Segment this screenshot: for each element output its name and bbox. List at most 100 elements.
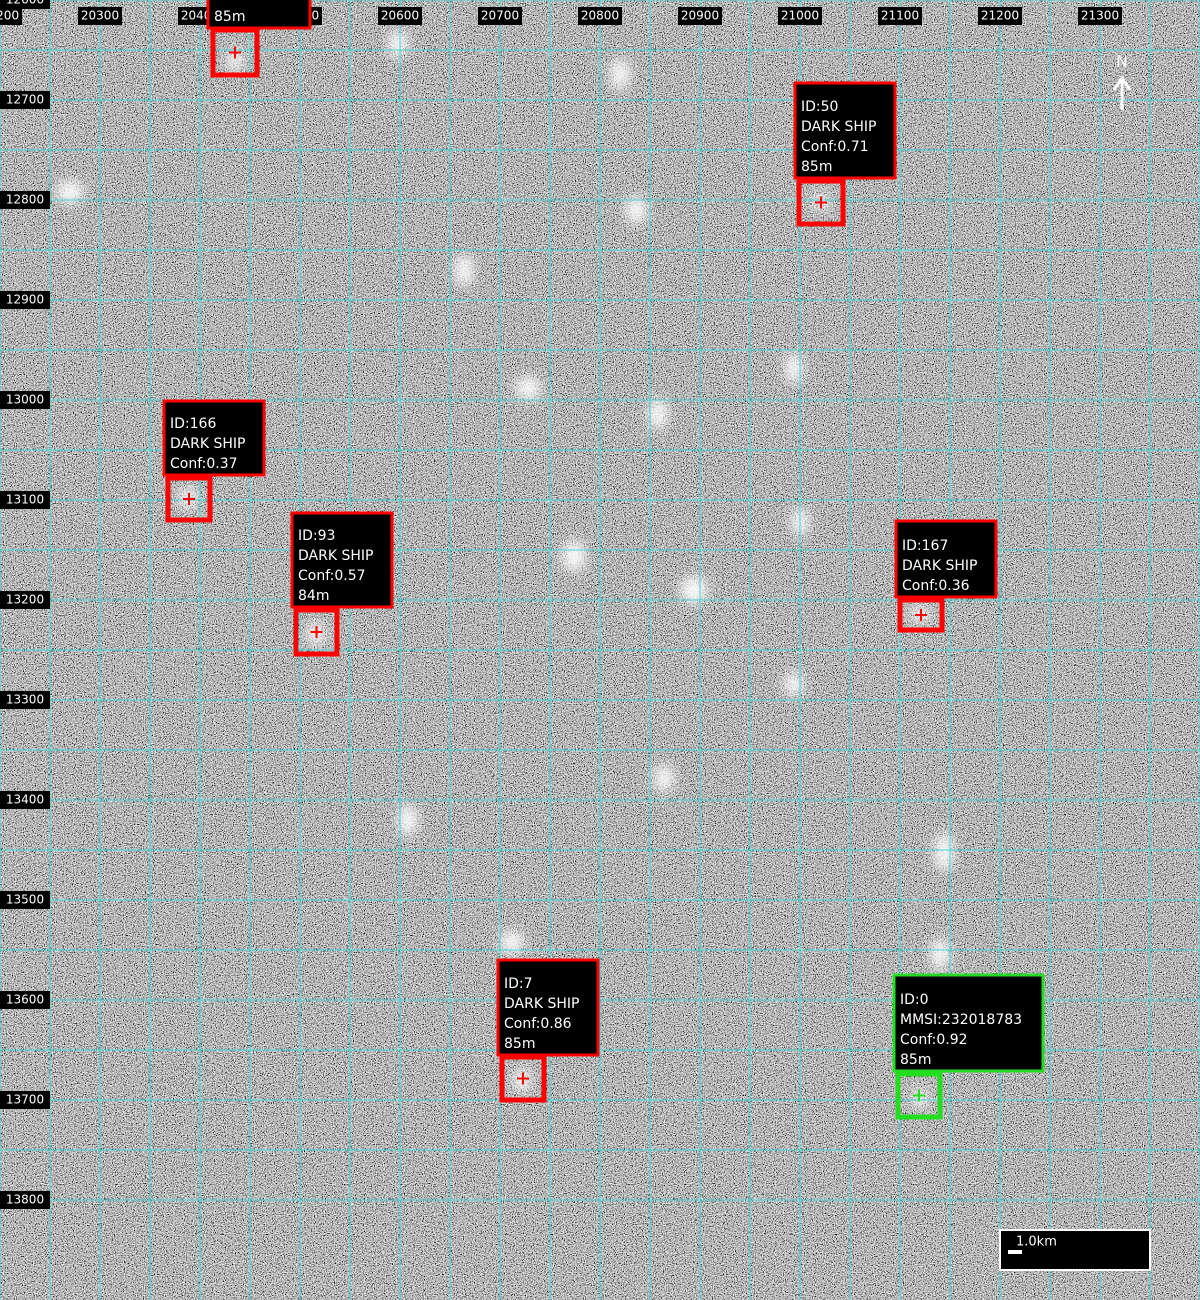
y-label-box bbox=[0, 0, 50, 9]
label-line: Conf:0.86 bbox=[504, 1016, 572, 1032]
label-box bbox=[290, 511, 394, 609]
x-label-box bbox=[678, 7, 722, 25]
x-label: 20300 bbox=[81, 9, 119, 23]
y-label: 13200 bbox=[6, 593, 44, 607]
y-label-box bbox=[0, 491, 50, 509]
y-label: 13700 bbox=[6, 1093, 44, 1107]
scale-label: 1.0km bbox=[1016, 1235, 1057, 1250]
y-label-box bbox=[0, 891, 50, 909]
y-label-box bbox=[0, 1091, 50, 1109]
y-label: 12700 bbox=[6, 93, 44, 107]
label-line: 85m bbox=[214, 9, 245, 25]
north-label: N bbox=[1116, 52, 1128, 71]
target-cross bbox=[517, 1072, 529, 1085]
label-line: 85m bbox=[900, 1052, 931, 1068]
label-line: ID:7 bbox=[504, 976, 533, 992]
label-line: ID:93 bbox=[298, 528, 335, 544]
target-box bbox=[499, 1054, 547, 1103]
label-box bbox=[496, 958, 600, 1057]
target-cross bbox=[183, 493, 195, 505]
x-label: 20600 bbox=[381, 9, 419, 23]
y-label-box bbox=[0, 1191, 50, 1209]
x-label-box bbox=[78, 7, 122, 25]
label-line: ID:167 bbox=[902, 538, 948, 554]
label-box bbox=[892, 973, 1045, 1073]
y-label-box bbox=[0, 91, 50, 109]
detection: ID:167 DARK SHIP Conf:0.36 bbox=[894, 519, 998, 633]
north-arrow: N bbox=[1112, 52, 1132, 110]
y-label: 13100 bbox=[6, 493, 44, 507]
y-label-box bbox=[0, 191, 50, 209]
y-label: 13800 bbox=[6, 1193, 44, 1207]
y-label: 13300 bbox=[6, 693, 44, 707]
y-label-box bbox=[0, 691, 50, 709]
target-box bbox=[895, 1071, 943, 1120]
detection: ID:50 DARK SHIP Conf:0.71 85m bbox=[793, 81, 897, 227]
scale-box bbox=[999, 1229, 1151, 1271]
x-label: 20200 bbox=[0, 9, 19, 23]
x-label-box bbox=[1078, 7, 1122, 25]
x-label: 20800 bbox=[581, 9, 619, 23]
label-box bbox=[162, 399, 266, 477]
target-box bbox=[165, 475, 213, 523]
label-line: DARK SHIP bbox=[170, 436, 245, 452]
label-line: ID:0 bbox=[900, 992, 929, 1008]
y-label: 12900 bbox=[6, 293, 44, 307]
y-label: 13500 bbox=[6, 893, 44, 907]
y-label: 13600 bbox=[6, 993, 44, 1007]
target-cross bbox=[310, 626, 323, 638]
x-label-box bbox=[578, 7, 622, 25]
label-line: Conf:0.57 bbox=[298, 568, 366, 584]
label-line: 84m bbox=[298, 588, 329, 604]
scale-line bbox=[1008, 1250, 1022, 1254]
x-label: 21200 bbox=[981, 9, 1019, 23]
label-line: Conf:0.92 bbox=[900, 1032, 968, 1048]
y-label-box bbox=[0, 791, 50, 809]
x-label-box bbox=[778, 7, 822, 25]
y-label-box bbox=[0, 991, 50, 1009]
y-label: 12800 bbox=[6, 193, 44, 207]
label-line: Conf:0.37 bbox=[170, 456, 238, 472]
label-line: 85m bbox=[504, 1036, 535, 1052]
x-label: 21100 bbox=[881, 9, 919, 23]
target-cross bbox=[229, 46, 241, 59]
label-line: Conf:0.36 bbox=[902, 578, 970, 594]
y-label-box bbox=[0, 291, 50, 309]
detection: ID:93 DARK SHIP Conf:0.57 84m bbox=[290, 511, 394, 657]
detection: ID:0 MMSI:232018783 Conf:0.92 85m bbox=[892, 973, 1045, 1120]
label-line: DARK SHIP bbox=[902, 558, 977, 574]
x-label-box bbox=[478, 7, 522, 25]
detection: ID:7 DARK SHIP Conf:0.86 85m bbox=[496, 958, 600, 1103]
label-line: MMSI:232018783 bbox=[900, 1012, 1022, 1028]
x-label-box bbox=[378, 7, 422, 25]
label-box bbox=[894, 519, 998, 599]
y-label-box bbox=[0, 591, 50, 609]
detection: ID:166 DARK SHIP Conf:0.37 bbox=[162, 399, 266, 523]
label-line: DARK SHIP bbox=[504, 996, 579, 1012]
label-line: ID:50 bbox=[801, 99, 838, 115]
x-label: 21000 bbox=[781, 9, 819, 23]
target-cross bbox=[915, 609, 927, 621]
y-label-box bbox=[0, 391, 50, 409]
bright-targets bbox=[56, 30, 954, 1108]
x-label-box bbox=[0, 7, 22, 25]
x-label: 20900 bbox=[681, 9, 719, 23]
label-box bbox=[793, 81, 897, 180]
target-box bbox=[796, 178, 846, 227]
target-box bbox=[210, 27, 260, 78]
target-box bbox=[293, 607, 340, 657]
north-head bbox=[1112, 75, 1132, 91]
y-label: 13400 bbox=[6, 793, 44, 807]
y-label: 13000 bbox=[6, 393, 44, 407]
axes: 2020020300204002050020600207002080020900… bbox=[0, 0, 1122, 1209]
detection: 85m bbox=[206, 0, 312, 78]
x-label-box bbox=[978, 7, 1022, 25]
y-label: 12600 bbox=[6, 0, 44, 7]
x-label-box bbox=[878, 7, 922, 25]
target-cross bbox=[913, 1089, 925, 1102]
target-box bbox=[897, 597, 945, 633]
target-cross bbox=[815, 196, 827, 209]
label-line: Conf:0.71 bbox=[801, 139, 869, 155]
label-line: ID:166 bbox=[170, 416, 216, 432]
